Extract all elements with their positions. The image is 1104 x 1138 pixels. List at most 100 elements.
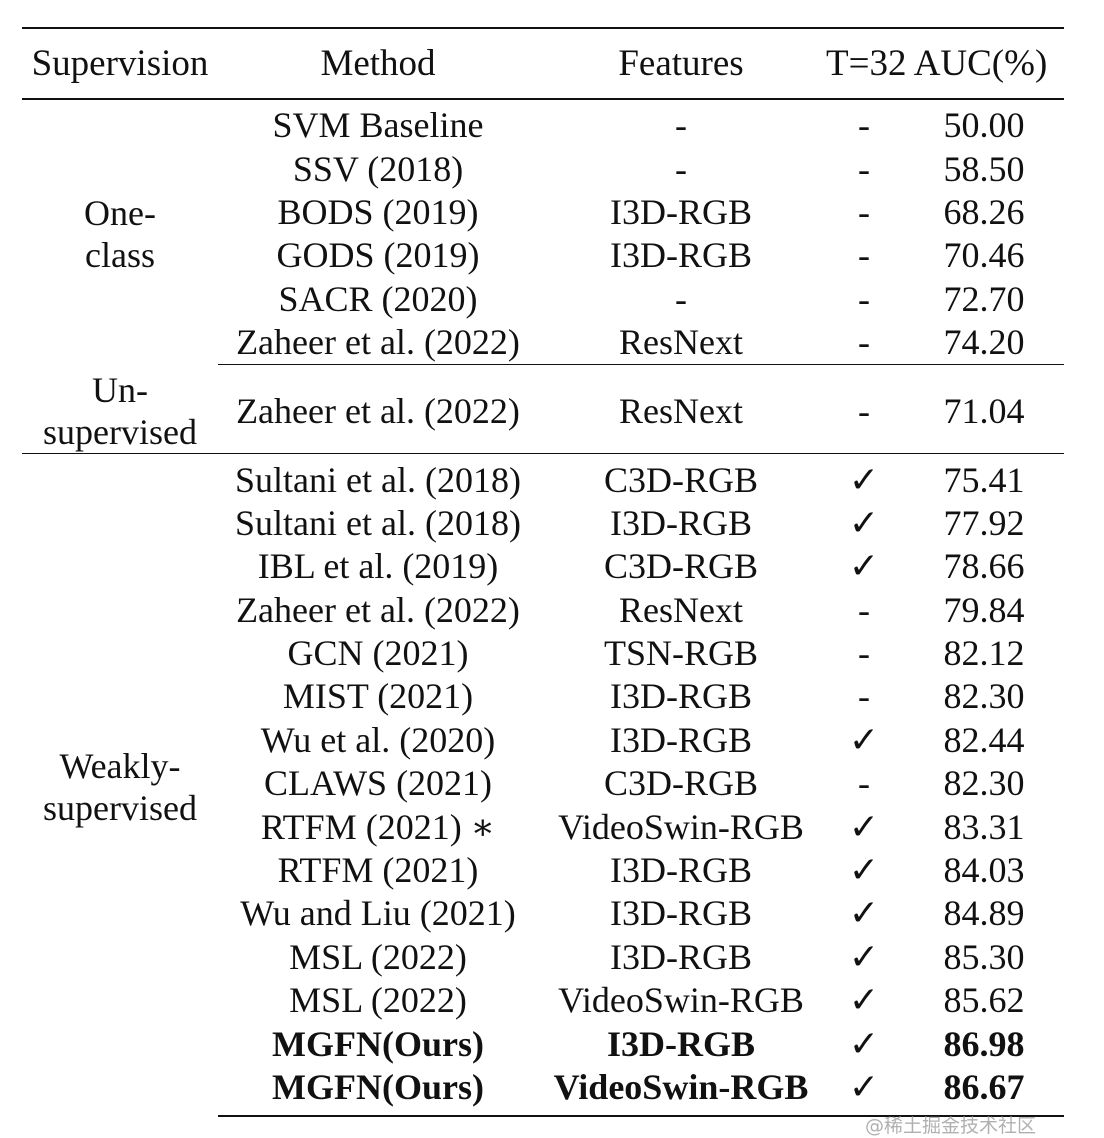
features-cell: I3D-RGB (610, 936, 752, 977)
table-row: MSL (2022) I3D-RGB ✓ 85.30 (22, 936, 1064, 979)
features-cell: ResNext (619, 589, 743, 630)
t32-cell: - (858, 105, 870, 146)
auc-cell: 84.89 (943, 893, 1025, 934)
table-row: MGFN(Ours) I3D-RGB ✓ 86.98 (22, 1022, 1064, 1065)
auc-cell: 75.41 (943, 459, 1025, 500)
method-cell: CLAWS (2021) (263, 763, 493, 804)
features-cell: I3D-RGB (610, 719, 752, 760)
table-group: Weakly-supervised Sultani et al. (2018) C3… (22, 454, 1064, 1118)
auc-cell: 58.50 (943, 148, 1025, 189)
table-header: Supervision Method Features T=32 AUC(%) (22, 28, 1064, 99)
features-cell: I3D-RGB (606, 1023, 755, 1064)
t32-cell: ✓ (848, 459, 880, 500)
table-row: Wu and Liu (2021) I3D-RGB ✓ 84.89 (22, 892, 1064, 935)
auc-cell: 79.84 (943, 589, 1025, 630)
features-cell: ResNext (538, 364, 824, 455)
features-cell: - (675, 148, 687, 189)
table-row: Weakly-supervised Sultani et al. (2018) C3… (22, 454, 1064, 829)
method-cell: IBL et al. (2019) (257, 546, 499, 587)
auc-cell: 86.67 (904, 1065, 1064, 1118)
t32-cell: - (824, 320, 904, 366)
auc-cell: 84.03 (943, 850, 1025, 891)
auc-cell: 68.26 (943, 191, 1025, 232)
auc-cell: 78.66 (943, 546, 1025, 587)
features-cell: VideoSwin-RGB (538, 1065, 824, 1118)
features-cell: I3D-RGB (610, 502, 752, 543)
auc-cell: 77.92 (943, 502, 1025, 543)
header-auc: AUC(%) (913, 43, 1048, 84)
method-cell: Zaheer et al. (2022) (218, 320, 538, 366)
table-row: MIST (2021) I3D-RGB - 82.30 (22, 675, 1064, 718)
auc-cell: 83.31 (943, 806, 1025, 847)
supervision-cell: Weakly-supervised (43, 746, 197, 829)
table-row: Zaheer et al. (2022) ResNext -74.20 (22, 320, 1064, 366)
auc-cell: 82.12 (943, 633, 1025, 674)
table-row: Zaheer et al. (2022) ResNext - 79.84 (22, 589, 1064, 632)
auc-cell: 70.46 (943, 235, 1025, 276)
method-cell: RTFM (2021) (277, 850, 479, 891)
method-cell: MGFN(Ours) (218, 1065, 538, 1118)
method-cell: Zaheer et al. (2022) (218, 364, 538, 455)
table-row: MSL (2022) VideoSwin-RGB ✓ 85.62 (22, 979, 1064, 1022)
features-cell: I3D-RGB (610, 850, 752, 891)
method-cell: Sultani et al. (2018) (235, 459, 521, 500)
auc-cell: 72.70 (943, 278, 1025, 319)
supervision-cell: Un-supervised (22, 364, 218, 455)
table-row: IBL et al. (2019) C3D-RGB ✓ 78.66 (22, 545, 1064, 588)
table-group: Un-supervised Zaheer et al. (2022) ResNext… (22, 364, 1064, 455)
t32-cell: ✓ (848, 1023, 880, 1064)
method-cell: MSL (2022) (289, 936, 467, 977)
table-row: Sultani et al. (2018) I3D-RGB ✓ 77.92 (22, 502, 1064, 545)
method-cell: MIST (2021) (282, 676, 474, 717)
features-cell: I3D-RGB (610, 893, 752, 934)
t32-cell: ✓ (824, 1065, 904, 1118)
method-cell: GODS (2019) (276, 235, 480, 276)
auc-cell: 82.30 (943, 676, 1025, 717)
t32-cell: ✓ (848, 546, 880, 587)
t32-cell: - (858, 235, 870, 276)
method-cell: MSL (2022) (289, 980, 467, 1021)
method-cell: Wu and Liu (2021) (240, 893, 516, 934)
auc-cell: 82.44 (943, 719, 1025, 760)
table-row: CLAWS (2021) C3D-RGB - 82.30 (22, 762, 1064, 805)
header-t32: T=32 (826, 43, 907, 84)
features-cell: C3D-RGB (603, 546, 759, 587)
t32-cell: ✓ (848, 936, 880, 977)
table-row: RTFM (2021) I3D-RGB ✓ 84.03 (22, 849, 1064, 892)
features-cell: I3D-RGB (610, 235, 752, 276)
features-cell: I3D-RGB (610, 191, 752, 232)
table-row: RTFM (2021) ∗ VideoSwin-RGB ✓ 83.31 (22, 805, 1064, 848)
table-row: SSV (2018) - - 58.50 (22, 147, 1064, 190)
auc-cell: 71.04 (904, 364, 1064, 455)
table-row: MGFN(Ours) VideoSwin-RGB ✓ 86.67 (22, 1065, 1064, 1118)
auc-cell: 82.30 (943, 763, 1025, 804)
auc-cell: 85.30 (943, 936, 1025, 977)
header-t32-auc: T=32 AUC(%) (824, 28, 1064, 99)
method-cell: Sultani et al. (2018) (235, 502, 521, 543)
features-cell: VideoSwin-RGB (558, 980, 804, 1021)
auc-cell: 85.62 (943, 980, 1025, 1021)
results-table-container: Supervision Method Features T=32 AUC(%) … (22, 27, 1064, 1137)
table-row: GODS (2019) I3D-RGB - 70.46 (22, 234, 1064, 277)
features-cell: ResNext (538, 320, 824, 366)
header-row: Supervision Method Features T=32 AUC(%) (22, 28, 1064, 99)
table-row: Un-supervised Zaheer et al. (2022) ResNext… (22, 364, 1064, 455)
t32-cell: ✓ (848, 806, 880, 847)
auc-cell: 74.20 (904, 320, 1064, 366)
table-row: GCN (2021) TSN-RGB - 82.12 (22, 632, 1064, 675)
t32-cell: ✓ (848, 502, 880, 543)
t32-cell: - (858, 763, 870, 804)
auc-cell: 50.00 (943, 105, 1025, 146)
method-cell: SVM Baseline (272, 105, 484, 146)
features-cell: VideoSwin-RGB (558, 806, 804, 847)
method-cell: Wu et al. (2020) (260, 719, 496, 760)
features-cell: C3D-RGB (603, 763, 759, 804)
method-cell: SACR (2020) (278, 278, 478, 319)
header-features: Features (618, 43, 744, 84)
features-cell: C3D-RGB (603, 459, 759, 500)
method-cell: BODS (2019) (277, 191, 479, 232)
method-cell: Zaheer et al. (2022) (236, 589, 520, 630)
t32-cell: - (858, 191, 870, 232)
t32-cell: - (824, 364, 904, 455)
method-cell: RTFM (2021) ∗ (260, 806, 496, 847)
